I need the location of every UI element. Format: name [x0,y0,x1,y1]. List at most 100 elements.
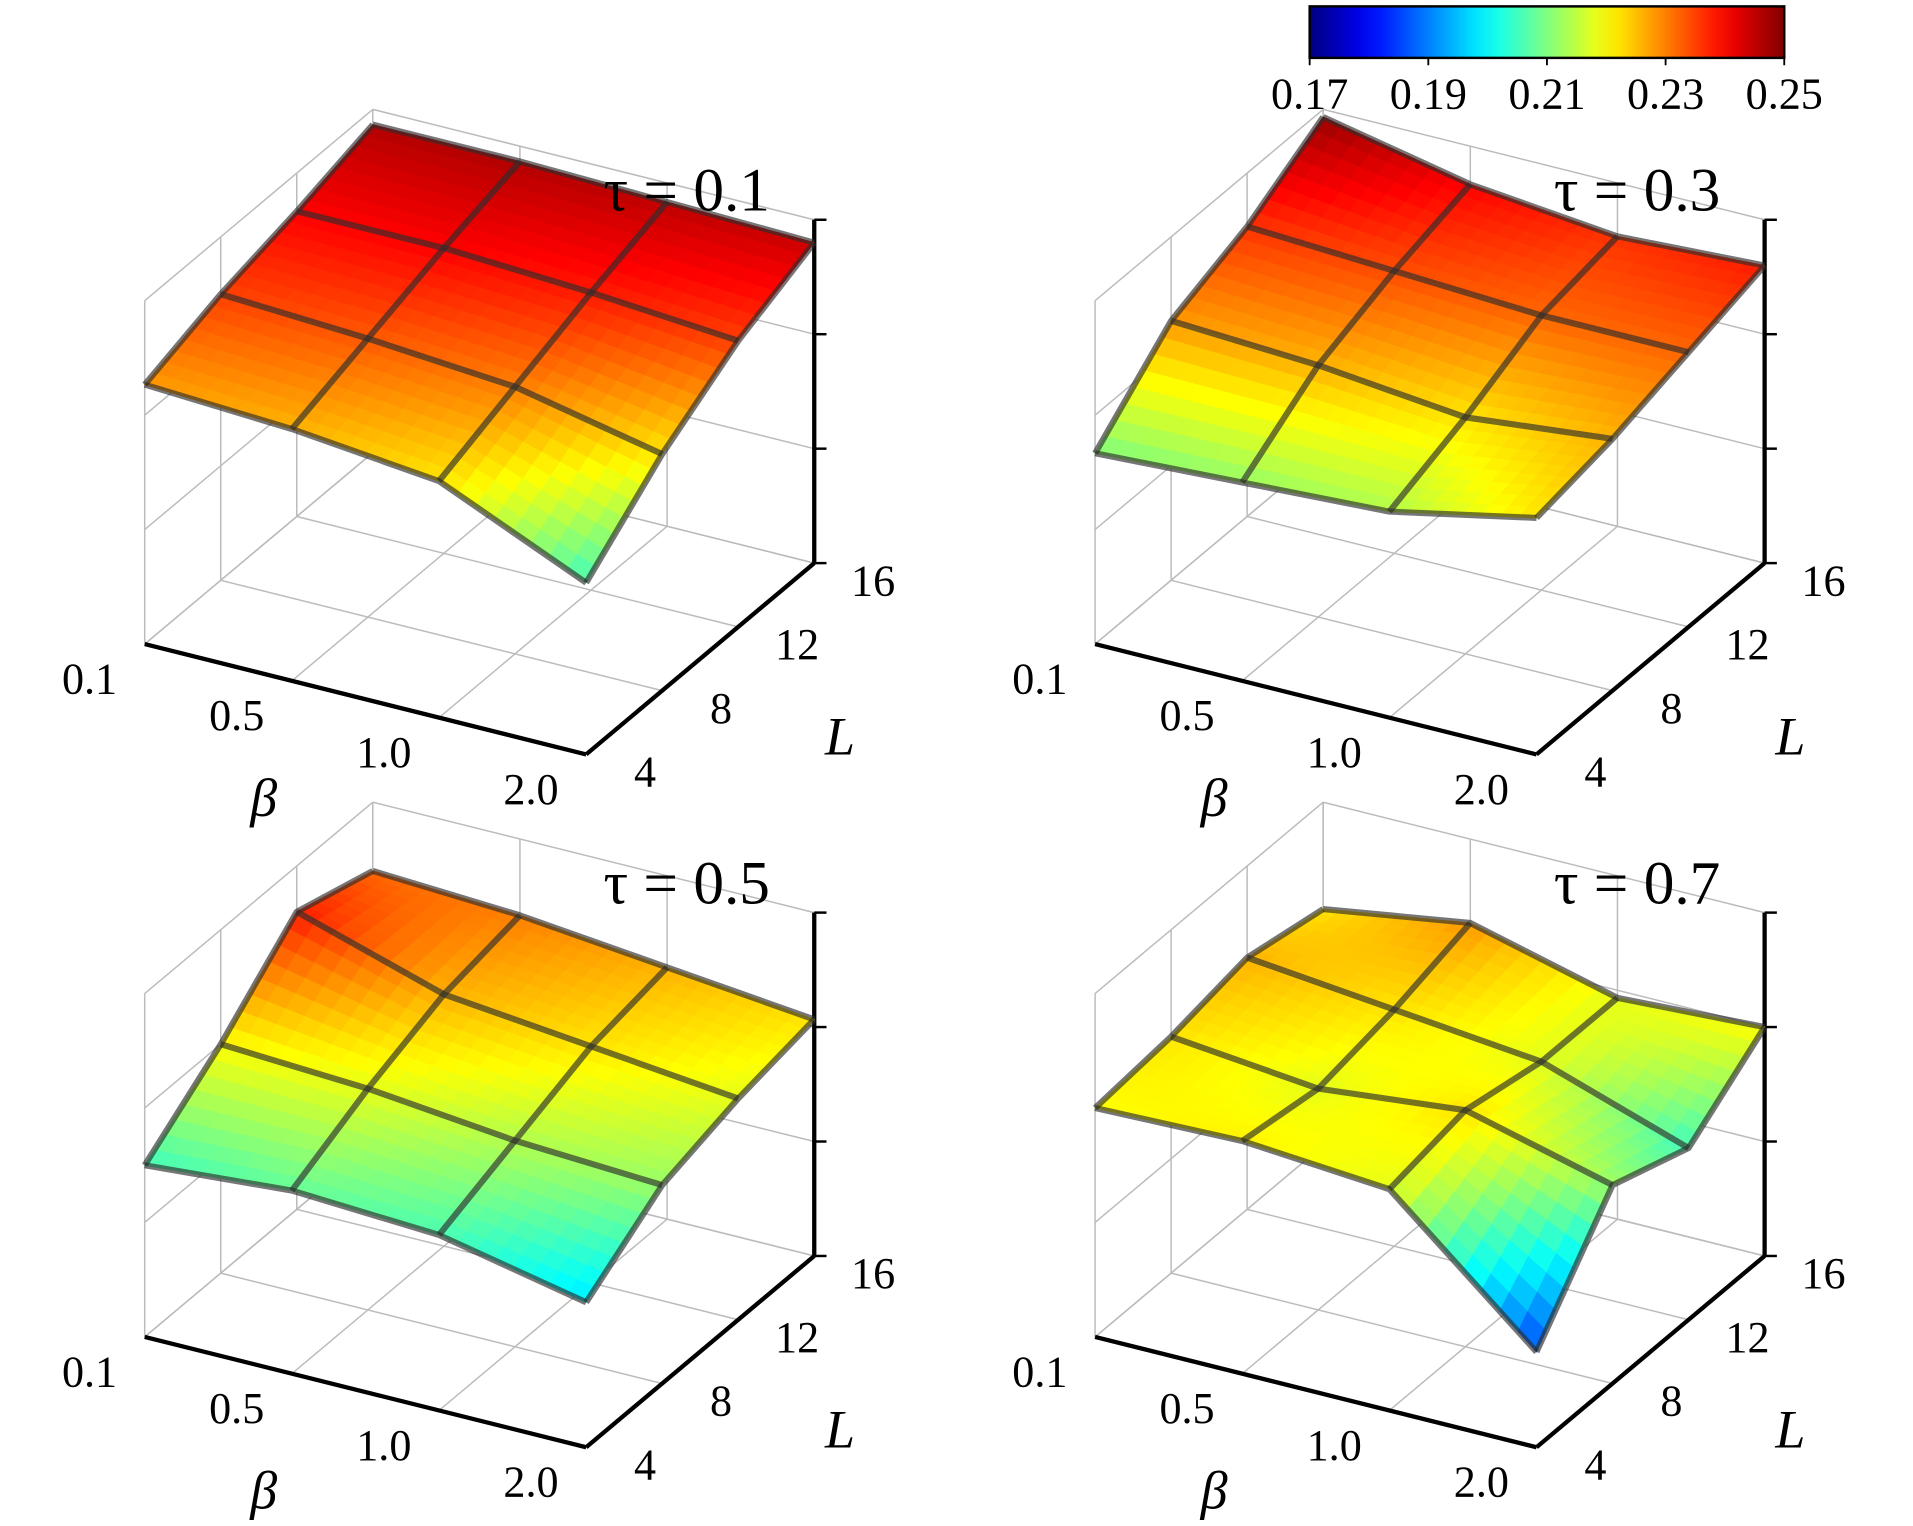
y-tick-label: 8 [1660,1377,1682,1426]
x-tick-label: 0.5 [209,1384,264,1433]
mesh-line [295,909,740,1102]
colorbar-tick-label: 0.21 [1508,69,1585,118]
y-axis [1535,1254,1766,1449]
mesh-line [219,1041,664,1189]
colorbar [1308,5,1786,60]
grid-line [296,515,739,628]
x-tick-label: 2.0 [1454,1458,1509,1507]
panel: 0.1 0.5 1.0 2.0 4 8 12 16 β Lτ = 0.5 [62,801,895,1521]
y-tick-label: 12 [1725,1313,1769,1362]
grid-line [1322,801,1765,914]
x-axis-label: β [1200,1461,1228,1521]
y-axis [584,1254,816,1449]
x-tick-label: 0.5 [1159,691,1214,740]
mesh-line [436,200,670,484]
colorbar-tick-label: 0.17 [1271,69,1348,118]
y-axis-label: L [824,707,855,767]
y-tick-label: 16 [851,1249,895,1298]
grid-line [1170,579,1613,692]
x-tick-label: 0.5 [209,691,264,740]
mesh-line [144,1162,588,1306]
grid-line [291,488,521,682]
x-axis [144,641,587,757]
grid-line [144,801,374,995]
y-tick-label: 16 [1801,556,1845,605]
mesh-line [1386,234,1620,514]
y-tick-label: 16 [851,556,895,605]
mesh-line [1170,1033,1614,1188]
grid-line [438,1218,668,1412]
mesh-line [1094,450,1537,521]
mesh-line [1240,920,1473,1144]
x-tick-label: 0.1 [1012,654,1067,703]
panel: 0.1 0.5 1.0 2.0 4 8 12 16 β Lτ = 0.3 [1012,108,1846,828]
mesh-line [1322,906,1766,1031]
x-axis [1094,1334,1538,1450]
x-tick-label: 1.0 [1307,1421,1362,1470]
x-tick-label: 0.1 [1012,1347,1067,1396]
x-tick-label: 1.0 [356,728,411,777]
grid-line [1094,1145,1324,1338]
grid-line [220,579,663,692]
panel-title: τ = 0.3 [1554,157,1720,225]
grid-line [1170,1272,1613,1385]
grid-line [1388,525,1618,719]
y-axis-label: L [824,1399,855,1459]
y-tick-label: 4 [1584,748,1606,797]
mesh-line [1239,182,1473,485]
y-tick-label: 12 [1725,620,1769,669]
panel-title: τ = 0.1 [603,157,769,225]
grid-line [1246,515,1689,628]
mesh-line [219,291,664,457]
panel-title: τ = 0.5 [603,849,769,917]
mesh-line [1387,995,1620,1192]
grid-line [1322,108,1765,221]
mesh-line [289,159,523,432]
y-tick-label: 8 [1660,684,1682,733]
y-tick-label: 4 [634,748,656,797]
y-tick-label: 16 [1801,1249,1845,1298]
mesh-line [1094,1105,1539,1354]
mesh-line [1246,954,1691,1151]
y-axis [1535,561,1766,757]
x-axis-label: β [249,1461,277,1521]
y-tick-label: 12 [775,1313,819,1362]
panel: 0.1 0.5 1.0 2.0 4 8 12 16 β Lτ = 0.7 [1012,801,1846,1521]
grid-line [144,108,374,302]
x-axis [1094,641,1538,757]
x-tick-label: 1.0 [1307,728,1362,777]
mesh-line [143,381,588,586]
colorbar-tick-label: 0.19 [1390,69,1467,118]
mesh-line [1321,114,1766,269]
x-tick-label: 0.1 [62,654,117,703]
x-tick-label: 2.0 [1454,765,1509,814]
x-axis-label: β [1200,768,1228,828]
mesh-line [436,965,670,1237]
mesh-line [1246,223,1690,356]
grid-line [438,525,668,719]
mesh-line [142,122,376,387]
y-tick-label: 8 [710,1377,732,1426]
grid-line [220,1272,663,1385]
grid-line [1094,108,1324,302]
y-axis-label: L [1774,1399,1805,1459]
mesh-line [371,867,816,1023]
mesh-line [583,240,817,585]
x-tick-label: 0.1 [62,1347,117,1396]
colorbar-tick-label: 0.25 [1746,69,1823,118]
grid-line [1241,488,1471,682]
mesh-line [372,121,816,246]
panel: 0.1 0.5 1.0 2.0 4 8 12 16 β Lτ = 0.1 [62,108,895,828]
mesh-line [1092,115,1326,455]
mesh-line [142,868,375,1167]
grid-line [372,108,815,221]
mesh-line [1534,263,1767,521]
colorbar-tick-label: 0.23 [1627,69,1704,118]
mesh-line [296,208,740,344]
x-axis-label: β [249,768,277,828]
y-axis-label: L [1774,707,1805,767]
y-tick-label: 4 [634,1440,656,1489]
mesh-line [289,913,523,1193]
